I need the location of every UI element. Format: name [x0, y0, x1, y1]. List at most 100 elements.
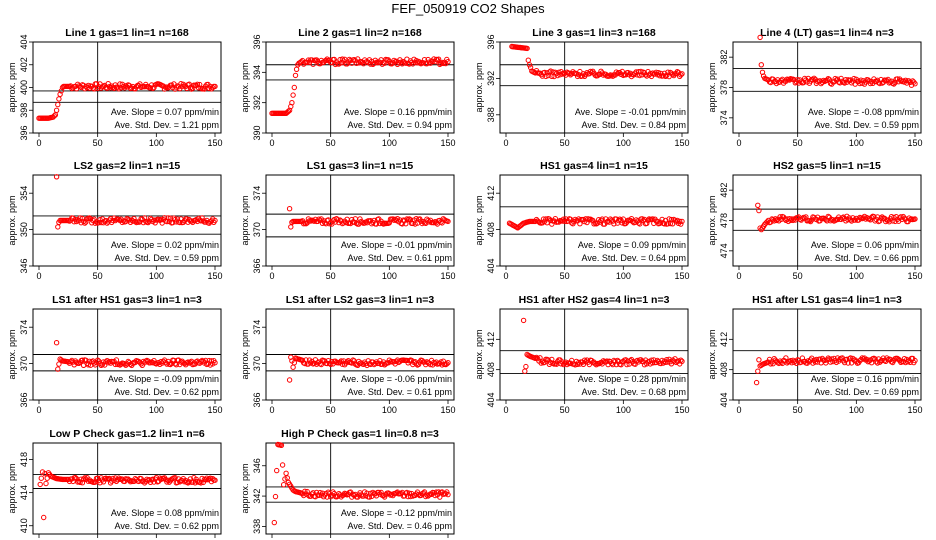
- data-point: [851, 75, 857, 82]
- stddev-annotation: Ave. Std. Dev. = 0.59 ppm: [815, 120, 919, 130]
- chart-title: HS1 gas=4 lin=1 n=15: [540, 160, 648, 172]
- y-tick-label: 474: [719, 243, 729, 258]
- y-tick-label: 410: [19, 518, 29, 533]
- y-tick-label: 396: [486, 34, 496, 49]
- slope-annotation: Ave. Slope = -0.12 ppm/min: [341, 508, 452, 518]
- y-tick-label: 396: [19, 125, 29, 140]
- data-point: [678, 357, 684, 363]
- data-point: [445, 491, 451, 498]
- slope-annotation: Ave. Slope = -0.01 ppm/min: [575, 107, 686, 117]
- y-tick-label: 390: [252, 125, 262, 140]
- y-tick-label: 404: [486, 392, 496, 407]
- x-tick-label: 150: [907, 271, 922, 281]
- x-tick-label: 0: [736, 271, 741, 281]
- data-point: [444, 361, 450, 367]
- data-point: [72, 474, 79, 481]
- data-point: [599, 216, 605, 222]
- data-point: [53, 340, 60, 346]
- data-point: [444, 489, 450, 495]
- data-point: [758, 62, 764, 68]
- data-point: [161, 215, 168, 221]
- x-tick-label: 150: [207, 271, 222, 281]
- data-point: [367, 61, 374, 67]
- x-tick-label: 150: [907, 405, 922, 415]
- x-tick-label: 50: [793, 405, 803, 415]
- data-point: [338, 358, 344, 364]
- y-tick-label: 374: [252, 186, 262, 201]
- data-point: [432, 492, 438, 499]
- data-point: [272, 493, 279, 500]
- data-point: [417, 60, 423, 66]
- chart-panel-12: HS1 after LS1 gas=4 lin=1 n=3 0 50 100 150 40…: [707, 294, 923, 415]
- y-axis-label: approx. ppm: [707, 329, 717, 379]
- data-point: [611, 357, 617, 364]
- data-point: [56, 361, 62, 367]
- data-point: [186, 479, 192, 485]
- data-point: [141, 215, 148, 221]
- data-point: [755, 368, 761, 374]
- data-point: [131, 216, 137, 222]
- y-tick-label: 402: [19, 57, 29, 72]
- data-point: [805, 358, 811, 364]
- chart-panel-11: HS1 after HS2 gas=4 lin=1 n=3 0 50 100 150 40…: [474, 294, 690, 415]
- x-tick-label: 150: [674, 271, 689, 281]
- data-point: [406, 216, 412, 222]
- data-point: [116, 216, 122, 223]
- data-point: [825, 76, 831, 82]
- data-point: [289, 100, 295, 106]
- y-tick-label: 374: [719, 110, 729, 125]
- y-tick-label: 478: [719, 213, 729, 228]
- data-point: [83, 357, 89, 363]
- stddev-annotation: Ave. Std. Dev. = 0.66 ppm: [815, 253, 919, 263]
- data-point: [756, 207, 762, 214]
- data-point: [328, 361, 334, 368]
- data-point: [129, 85, 135, 91]
- data-point: [523, 363, 529, 370]
- chart-panel-2: Line 2 gas=1 lin=2 n=168 0 50 100 150 390 392 3…: [240, 27, 456, 148]
- chart-title: Line 2 gas=1 lin=2 n=168: [298, 27, 422, 39]
- data-point: [617, 216, 623, 222]
- data-point: [85, 82, 92, 89]
- data-point: [614, 357, 621, 364]
- data-point: [123, 83, 129, 89]
- stddev-annotation: Ave. Std. Dev. = 0.62 ppm: [115, 521, 219, 531]
- data-point: [604, 358, 610, 364]
- y-tick-label: 396: [252, 34, 262, 49]
- data-point: [840, 214, 847, 220]
- x-tick-label: 0: [503, 271, 508, 281]
- x-tick-label: 150: [440, 405, 455, 415]
- data-point: [650, 360, 656, 366]
- data-point: [97, 217, 103, 223]
- x-tick-label: 50: [326, 405, 336, 415]
- chart-panel-6: LS1 gas=3 lin=1 n=15 0 50 100 150 366 370 374ap…: [240, 160, 456, 281]
- data-point: [79, 357, 86, 363]
- data-point: [344, 359, 350, 365]
- data-point: [756, 357, 762, 363]
- x-tick-label: 0: [736, 405, 741, 415]
- data-point: [412, 221, 418, 227]
- stddev-annotation: Ave. Std. Dev. = 0.61 ppm: [348, 253, 452, 263]
- data-point: [92, 220, 99, 226]
- x-tick-label: 150: [674, 405, 689, 415]
- data-point: [872, 356, 878, 362]
- data-point: [886, 219, 892, 225]
- data-point: [912, 357, 918, 364]
- data-point: [890, 218, 896, 224]
- y-tick-label: 338: [252, 519, 262, 534]
- data-point: [645, 217, 651, 224]
- data-point: [197, 479, 203, 485]
- y-tick-label: 414: [19, 485, 29, 500]
- data-point: [43, 480, 49, 487]
- slope-annotation: Ave. Slope = 0.09 ppm/min: [578, 240, 686, 250]
- chart-title: Line 4 (LT) gas=1 lin=4 n=3: [760, 27, 894, 39]
- data-point: [912, 216, 918, 222]
- x-tick-label: 100: [616, 271, 631, 281]
- x-tick-label: 0: [36, 138, 41, 148]
- data-point: [902, 77, 909, 84]
- data-point: [435, 56, 442, 62]
- data-point: [172, 475, 178, 481]
- data-point: [777, 214, 783, 220]
- y-tick-label: 354: [19, 186, 29, 201]
- data-point: [648, 357, 655, 363]
- data-point: [291, 84, 297, 91]
